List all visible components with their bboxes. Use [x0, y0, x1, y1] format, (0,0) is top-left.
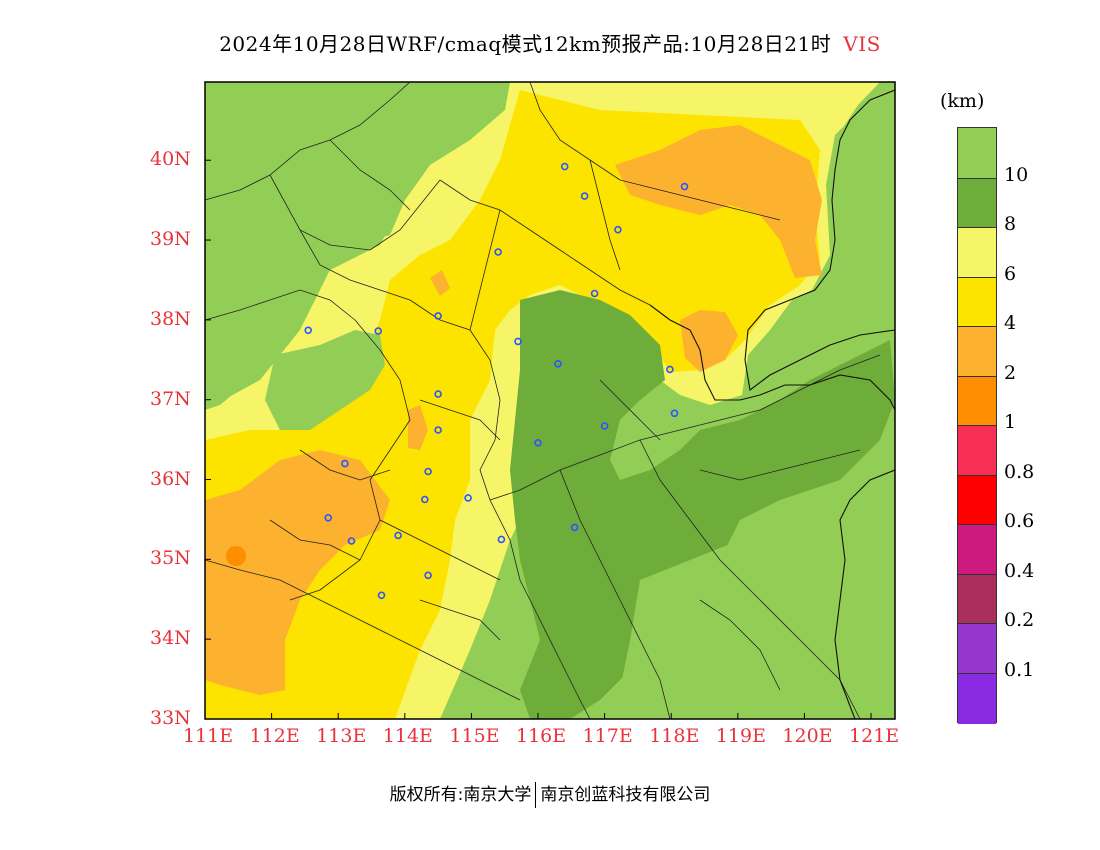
lat-tick-label: 35N [150, 547, 191, 570]
lon-tick-label: 112E [249, 725, 300, 747]
lon-tick-label: 116E [516, 725, 567, 747]
legend-swatch [958, 128, 996, 178]
legend-swatch [958, 375, 996, 427]
vis-zone-1-2-northeast [615, 125, 822, 278]
lat-tick-label: 37N [150, 387, 191, 410]
lat-tick-label: 38N [150, 307, 191, 330]
legend-label: 0.4 [1004, 559, 1035, 582]
city-marker-7 [374, 327, 383, 335]
lat-tick-label: 34N [150, 627, 191, 650]
vis-zone-2-4 [205, 90, 820, 719]
city-marker-16 [534, 438, 542, 447]
legend-swatch [958, 326, 996, 377]
lat-tick-label: 36N [150, 467, 191, 490]
company-text: 南京创蓝科技有限公司 [540, 785, 711, 805]
legend-swatch [958, 474, 996, 526]
vis-spot-1km [226, 546, 246, 566]
legend-swatch [958, 672, 996, 724]
map-title: 2024年10月28日WRF/cmaq模式12km预报产品:10月28日21时 V… [0, 28, 1100, 57]
legend-label: 8 [1004, 213, 1017, 235]
lon-tick-label: 120E [782, 725, 833, 747]
lon-tick-label: 121E [849, 725, 900, 747]
city-marker-9 [514, 337, 522, 346]
footer: 版权所有:南京大学 南京创蓝科技有限公司 [0, 780, 1100, 808]
axis-ticks [204, 159, 872, 720]
lon-tick-label: 118E [649, 725, 700, 747]
legend-label: 6 [1004, 262, 1017, 285]
city-markers [304, 162, 689, 600]
city-marker-14 [434, 426, 442, 434]
vis-zone-1-2-bohai [680, 310, 738, 372]
legend-swatch [958, 276, 996, 328]
city-marker-25 [570, 523, 579, 532]
legend-label: 10 [1004, 163, 1029, 186]
lon-tick-label: 113E [316, 725, 367, 747]
legend-unit: (km) [940, 90, 985, 112]
legend-swatch [958, 573, 996, 625]
legend-label: 1 [1004, 411, 1017, 433]
vis-zone-1-2-west [408, 405, 428, 450]
legend-swatch [958, 177, 996, 229]
lat-tick-label: 33N [150, 707, 191, 729]
city-marker-22 [394, 531, 402, 540]
legend-label: 0.2 [1004, 609, 1035, 631]
vis-zone-1-2-spot [430, 270, 450, 296]
city-marker-2 [580, 192, 589, 200]
vis-zone-1-2-southwest [205, 450, 390, 695]
legend-swatch [958, 425, 996, 476]
city-marker-11 [666, 365, 674, 374]
legend-label: 0.6 [1004, 510, 1035, 532]
vis-zone-8-10-central [510, 290, 895, 719]
legend-label: 0.1 [1004, 658, 1035, 681]
city-marker-4 [680, 182, 689, 191]
city-marker-15 [600, 422, 609, 430]
city-marker-6 [304, 326, 313, 335]
legend-label: 4 [1004, 312, 1017, 334]
city-marker-17 [341, 459, 349, 468]
vis-zone-10plus-northeast-sea [750, 82, 895, 390]
city-marker-0 [494, 248, 502, 256]
city-marker-13 [434, 390, 442, 398]
city-marker-12 [670, 409, 679, 418]
lon-tick-label: 117E [582, 725, 633, 747]
city-marker-10 [554, 359, 562, 368]
vis-zone-10plus-southeast [620, 480, 895, 719]
city-marker-1 [560, 162, 569, 171]
legend-label: 2 [1004, 361, 1017, 384]
lon-tick-label: 119E [715, 725, 766, 747]
lon-tick-label: 111E [183, 725, 234, 747]
lon-tick-label: 114E [382, 725, 433, 747]
map-fields [205, 82, 895, 719]
city-marker-26 [424, 571, 432, 580]
copyright-text: 版权所有:南京大学 [389, 785, 532, 805]
legend-swatch [958, 623, 996, 674]
lat-tick-label: 40N [150, 148, 191, 171]
legend-swatch [958, 227, 996, 278]
city-marker-27 [377, 591, 386, 600]
admin-boundaries [205, 82, 881, 719]
city-marker-23 [347, 537, 356, 545]
legend-swatch [958, 524, 996, 575]
footer-separator [535, 782, 537, 808]
lon-tick-label: 115E [449, 725, 500, 747]
color-legend [957, 127, 997, 724]
variable-name: VIS [843, 32, 881, 56]
coastline [649, 89, 895, 719]
city-marker-24 [497, 535, 506, 544]
city-marker-5 [590, 289, 599, 298]
vis-zone-10plus-taihang [265, 330, 385, 430]
legend-label: 0.8 [1004, 460, 1035, 483]
city-marker-21 [324, 513, 333, 522]
title-text: 2024年10月28日WRF/cmaq模式12km预报产品:10月28日21时 [219, 32, 832, 56]
city-marker-20 [464, 494, 472, 502]
city-marker-3 [614, 225, 622, 234]
map-frame [204, 81, 896, 720]
city-marker-19 [420, 495, 429, 504]
city-marker-18 [424, 467, 432, 476]
city-marker-8 [434, 312, 442, 320]
lat-tick-label: 39N [150, 228, 191, 251]
vis-zone-10plus-northwest [205, 82, 510, 410]
